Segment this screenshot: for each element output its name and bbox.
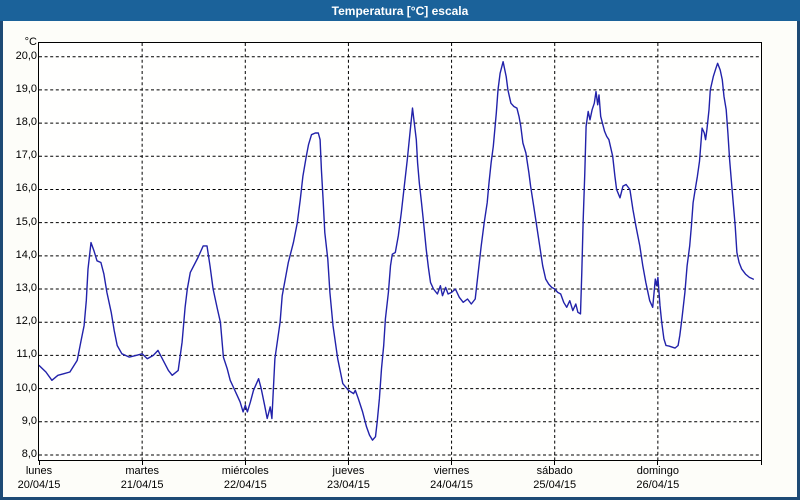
x-day-label-sábado: sábado 25/04/15 [533, 464, 576, 492]
window-border-bottom [0, 497, 800, 500]
day-name: jueves [332, 465, 365, 477]
day-date: 24/04/15 [430, 479, 473, 491]
y-tick-label-8: 8,0 [21, 448, 37, 460]
x-axis-tick-4 [451, 461, 453, 465]
y-tick-label-16: 16,0 [15, 182, 37, 195]
y-tick-label-17: 17,0 [15, 149, 37, 162]
x-axis-tick-2 [244, 461, 246, 465]
y-tick-label-12: 12,0 [15, 315, 37, 328]
x-axis-tick-3 [347, 461, 349, 465]
x-day-label-viernes: viernes 24/04/15 [430, 464, 473, 492]
y-tick-label-18: 18,0 [15, 116, 37, 129]
y-axis-unit-label: °C [24, 36, 37, 48]
day-name: viernes [433, 465, 470, 477]
x-day-label-miércoles: miércoles 22/04/15 [222, 464, 269, 492]
x-axis-tick-1 [141, 461, 143, 465]
day-name: sábado [536, 465, 573, 477]
chart-title: Temperatura [°C] escala [331, 3, 469, 18]
temperature-series-line [39, 61, 754, 441]
window-border-left [0, 21, 3, 500]
day-name: miércoles [221, 465, 269, 477]
y-tick-label-20: 20,0 [15, 49, 37, 62]
window-border-right [797, 21, 800, 500]
y-tick-label-9: 9,0 [21, 414, 37, 427]
day-date: 22/04/15 [223, 479, 267, 491]
x-axis-tick-6 [657, 461, 659, 465]
day-date: 23/04/15 [327, 479, 370, 491]
x-axis-tick-5 [554, 461, 556, 465]
day-name: domingo [636, 465, 679, 477]
plot-area [38, 42, 762, 461]
day-date: 26/04/15 [636, 479, 680, 491]
y-tick-label-14: 14,0 [15, 248, 37, 261]
day-date: 20/04/15 [17, 479, 61, 491]
x-day-label-lunes: lunes 20/04/15 [18, 464, 61, 492]
y-tick-label-11: 11,0 [16, 348, 37, 361]
y-tick-label-15: 15,0 [15, 215, 37, 228]
x-day-label-jueves: jueves 23/04/15 [327, 464, 370, 492]
y-tick-label-13: 13,0 [15, 282, 37, 295]
y-tick-label-19: 19,0 [15, 82, 37, 95]
title-bar: Temperatura [°C] escala [0, 0, 800, 21]
temperature-line-chart [39, 43, 761, 460]
day-date: 25/04/15 [533, 479, 577, 491]
x-axis-tick-0 [38, 461, 40, 465]
day-name: lunes [25, 465, 53, 477]
day-name: martes [125, 465, 159, 477]
x-day-label-domingo: domingo 26/04/15 [636, 464, 679, 492]
x-day-label-martes: martes 21/04/15 [121, 464, 164, 492]
day-date: 21/04/15 [120, 479, 164, 491]
y-tick-label-10: 10,0 [15, 381, 37, 394]
x-axis-tick-7 [760, 461, 762, 465]
